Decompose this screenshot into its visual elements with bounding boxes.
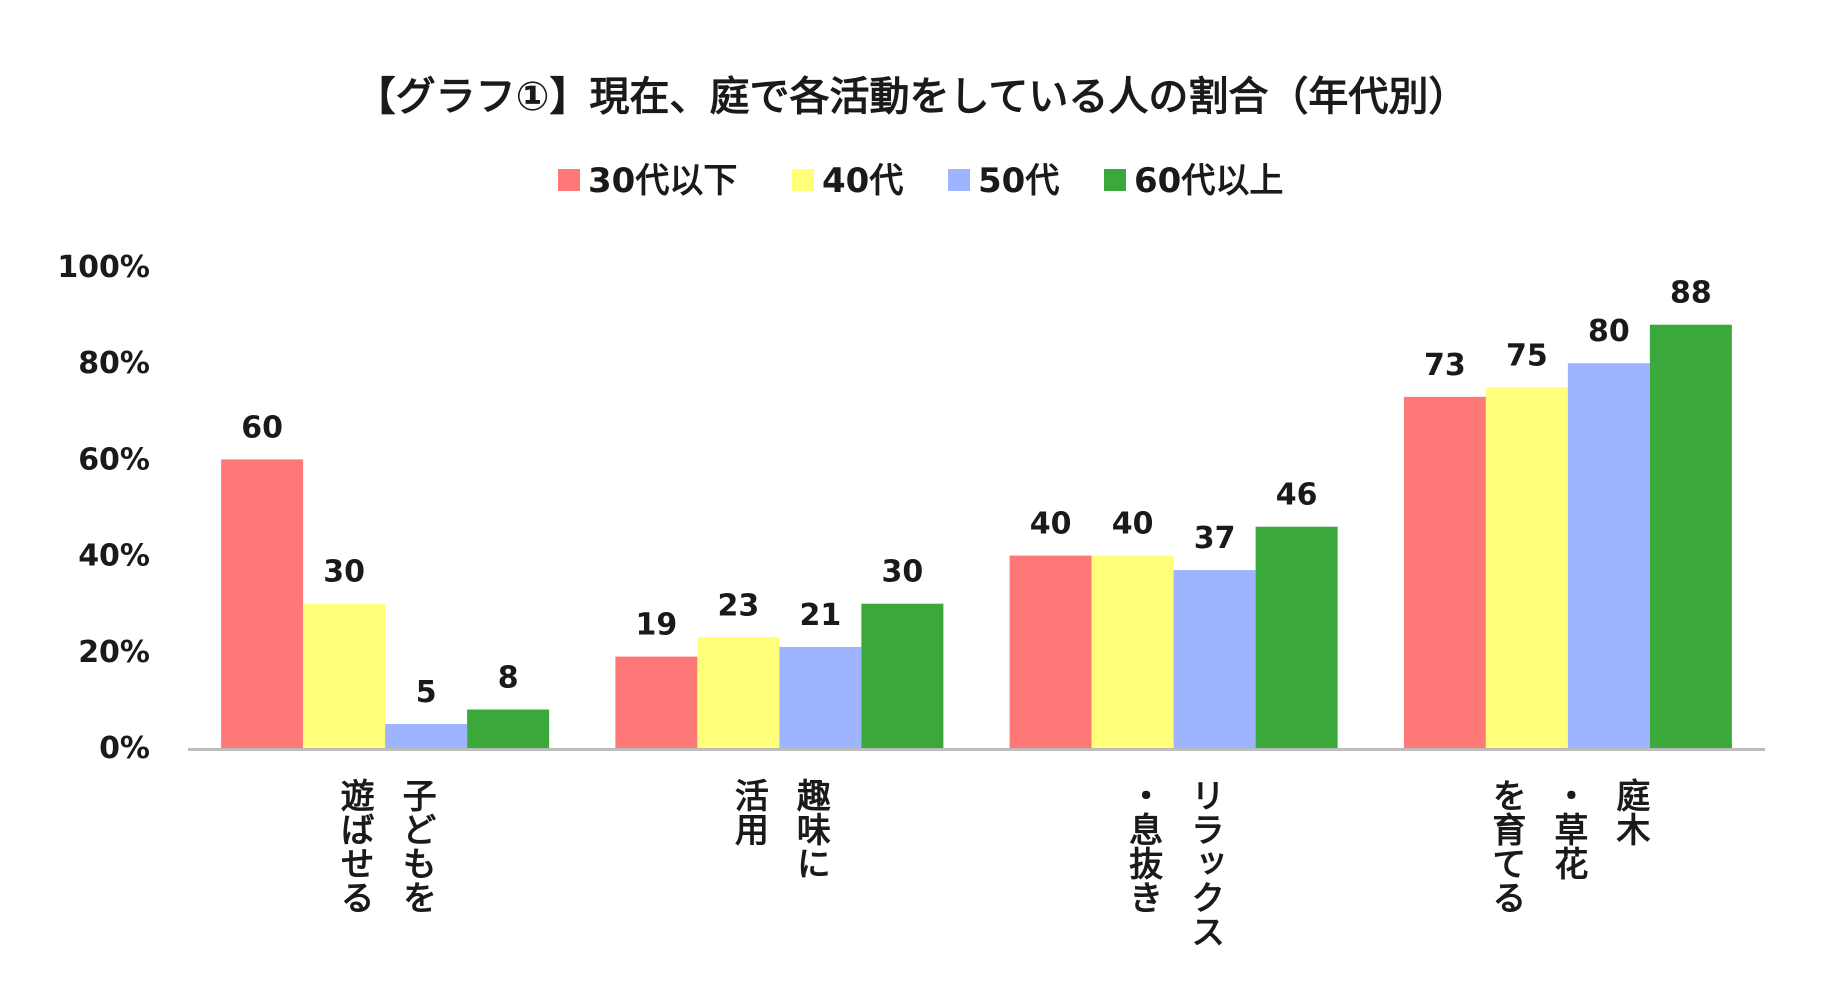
bar: [1649, 324, 1732, 748]
legend-label-2: 40代: [822, 161, 903, 201]
bar: [1255, 526, 1338, 748]
data-label: 5: [416, 675, 437, 710]
data-label: 46: [1276, 478, 1318, 513]
bar: [1485, 387, 1568, 748]
legend-swatch-3: [948, 169, 970, 191]
bar: [303, 603, 386, 748]
bar: [1173, 570, 1256, 748]
y-tick-label: 20%: [78, 635, 150, 670]
data-label: 40: [1112, 507, 1154, 542]
data-label: 40: [1030, 507, 1072, 542]
bar: [697, 637, 780, 748]
category-label: 遊ばせる: [334, 778, 374, 914]
data-label: 75: [1506, 338, 1548, 373]
legend-label-4: 60代以上: [1134, 161, 1283, 201]
bar: [467, 709, 550, 748]
bar: [221, 459, 304, 748]
data-label: 23: [718, 588, 760, 623]
chart-title: 【グラフ①】現在、庭で各活動をしている人の割合（年代別）: [356, 74, 1469, 120]
legend-swatch-2: [792, 169, 814, 191]
data-label: 8: [498, 661, 519, 696]
bar: [615, 656, 698, 748]
category-label: 庭木: [1610, 777, 1651, 846]
bar: [1091, 555, 1174, 748]
category-label: 子どもを: [396, 778, 436, 914]
y-tick-label: 0%: [99, 731, 150, 766]
legend: 30代以下 40代 50代 60代以上: [558, 161, 1283, 201]
category-label: 趣味に: [790, 778, 830, 880]
data-label: 80: [1588, 314, 1630, 349]
bar: [1009, 555, 1092, 748]
data-label: 30: [882, 555, 924, 590]
y-tick-label: 60%: [78, 442, 150, 477]
category-label: リラックス: [1185, 778, 1225, 948]
legend-swatch-4: [1104, 169, 1126, 191]
data-label: 30: [323, 555, 365, 590]
bar: [861, 603, 944, 748]
data-label: 73: [1424, 348, 1466, 383]
category-label: 活用: [728, 778, 768, 847]
data-labels: 60 30 5 8 19 23 21 30 40 40 37 46 73 75 80 88: [241, 276, 1712, 710]
bar: [1567, 363, 1650, 748]
data-label: 19: [636, 608, 678, 643]
y-axis: 0% 20% 40% 60% 80% 100%: [57, 250, 150, 766]
y-tick-label: 40%: [78, 539, 150, 574]
bars: [221, 324, 1732, 748]
data-label: 60: [241, 410, 283, 445]
legend-label-3: 50代: [978, 161, 1059, 201]
y-tick-label: 80%: [78, 346, 150, 381]
category-label: を育てる: [1486, 778, 1526, 914]
bar: [385, 723, 468, 748]
data-label: 88: [1670, 276, 1712, 311]
category-label: ・息抜き: [1123, 778, 1163, 914]
category-label: ・草花: [1548, 778, 1588, 880]
data-label: 37: [1194, 521, 1236, 556]
bar: [779, 646, 862, 748]
bar: [1403, 396, 1486, 748]
data-label: 21: [800, 598, 842, 633]
y-tick-label: 100%: [57, 250, 150, 285]
legend-label-1: 30代以下: [588, 161, 737, 201]
legend-swatch-1: [558, 169, 580, 191]
